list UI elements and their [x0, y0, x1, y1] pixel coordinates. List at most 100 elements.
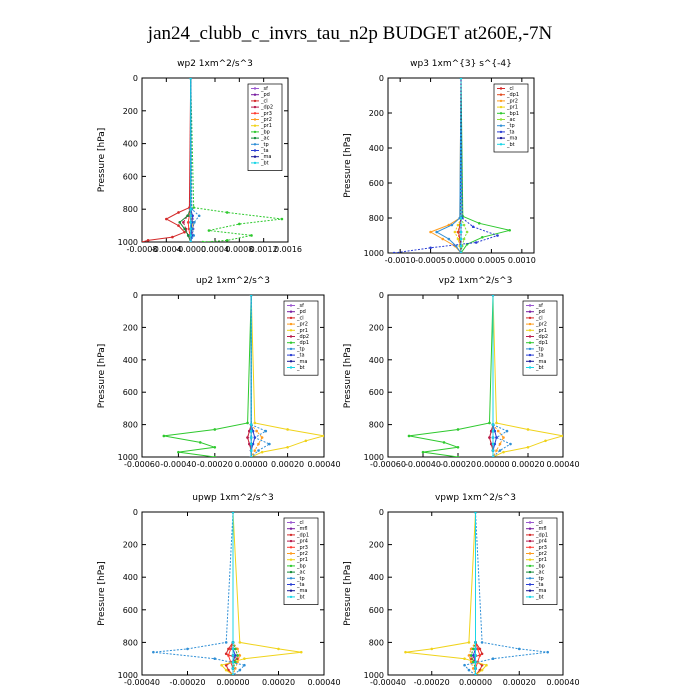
y-tick-label: 800 — [369, 638, 384, 647]
legend-marker — [253, 118, 257, 121]
x-tick-label: -0.00060 — [124, 460, 160, 469]
legend: _sf_pd_cl_dp2_pr3_pr2_pr1_bp_ac_tp_ta_ma… — [247, 83, 283, 171]
series-point — [392, 251, 396, 253]
series-point — [508, 228, 511, 232]
legend-marker — [289, 304, 293, 307]
y-tick-label: 800 — [123, 205, 138, 214]
legend-label: _cl — [535, 520, 543, 526]
legend-marker — [528, 570, 532, 574]
legend-label: _pr3 — [260, 111, 272, 117]
series-point — [224, 652, 228, 656]
legend-marker — [253, 105, 257, 109]
figure-title: jan24_clubb_c_invrs_tau_n2p BUDGET at260… — [147, 23, 553, 44]
legend-label: _ac — [260, 136, 270, 142]
legend-marker — [528, 521, 532, 524]
series-point — [236, 654, 239, 657]
series-point — [146, 239, 150, 242]
series-point — [429, 246, 432, 250]
series-point — [186, 214, 189, 218]
x-tick-label: 0.00040 — [307, 460, 340, 469]
legend-marker — [289, 316, 293, 320]
y-tick-label: 600 — [369, 179, 384, 188]
legend-label: _tp — [260, 142, 269, 148]
legend-label: _pr3 — [535, 545, 547, 551]
series-point — [454, 244, 458, 248]
chart-panel-1: wp2 1xm^2/s^3 Pressure [hPa] 0 200 400 600 800… — [97, 59, 302, 254]
series-point — [233, 667, 237, 670]
y-axis-label: Pressure [hPa] — [343, 344, 353, 409]
legend-label: _ta — [260, 148, 269, 154]
y-axis-label: Pressure [hPa] — [97, 561, 107, 626]
series-point — [421, 450, 425, 454]
series-point — [496, 234, 499, 237]
series-point — [450, 223, 454, 227]
series-point — [299, 650, 303, 654]
series-point — [165, 217, 168, 221]
series-point — [233, 654, 237, 657]
y-tick-label: 1000 — [364, 249, 384, 258]
series-point — [183, 230, 186, 234]
series-group — [142, 78, 284, 242]
legend-box — [522, 300, 558, 376]
y-tick-label: 1000 — [118, 453, 138, 462]
x-tick-label: 0.00000 — [216, 678, 249, 687]
y-axis-label: Pressure [hPa] — [97, 128, 107, 193]
panel-title: upwp 1xm^2/s^3 — [192, 493, 273, 503]
legend-label: _pr1 — [296, 557, 308, 563]
legend-marker — [528, 366, 532, 369]
legend-label: _dp1 — [535, 532, 548, 538]
series-group — [162, 295, 324, 457]
legend-marker — [499, 87, 503, 90]
series-point — [286, 428, 289, 431]
legend-label: _bt — [535, 594, 544, 600]
series-point — [178, 221, 182, 224]
series-point — [478, 654, 482, 657]
legend: _sf_pd_cl_pr2_pr1_dp2_dp1_tp_ta_ma_bt — [283, 300, 319, 376]
legend-marker — [253, 112, 257, 115]
legend-marker — [499, 130, 503, 134]
series-point — [474, 667, 477, 670]
legend-label: _pd — [535, 309, 545, 315]
legend-label: _pr2 — [535, 551, 547, 557]
legend-label: _bp — [535, 563, 545, 569]
x-tick-label: 0.00040 — [546, 460, 579, 469]
legend-label: _pr1 — [535, 328, 547, 334]
plot-frame — [141, 294, 325, 458]
series-point — [177, 450, 180, 454]
x-tick-label: 0.0010 — [508, 256, 536, 265]
series-point — [213, 445, 217, 449]
series-point — [249, 449, 253, 452]
series-point — [229, 647, 233, 651]
series-point — [485, 663, 488, 667]
legend-label: _bt — [296, 365, 305, 371]
legend-marker — [528, 353, 532, 357]
x-tick-label: 0.0008 — [225, 245, 253, 254]
series-point — [435, 230, 438, 234]
x-tick-label: 0.00020 — [511, 460, 544, 469]
series-point — [238, 222, 241, 226]
series-point — [304, 439, 308, 443]
y-tick-label: 0 — [133, 508, 138, 517]
series-point — [231, 641, 235, 644]
legend-label: _bt — [260, 160, 269, 166]
series-point — [491, 455, 495, 457]
series-point — [495, 421, 498, 425]
legend-label: _sf — [296, 303, 304, 309]
legend-label: _bp — [260, 129, 270, 135]
series-point — [257, 442, 260, 446]
legend-marker — [289, 335, 293, 338]
series-point — [231, 660, 235, 664]
series-point — [191, 214, 194, 218]
series-point — [207, 229, 211, 232]
x-tick-label: -0.0004 — [151, 245, 182, 254]
x-tick-label: -0.00040 — [405, 460, 441, 469]
legend-marker — [499, 118, 503, 121]
series-point — [459, 244, 463, 248]
legend-marker — [289, 521, 293, 524]
series-point — [467, 654, 471, 657]
legend-marker — [289, 595, 293, 599]
y-tick-label: 0 — [379, 74, 384, 83]
legend-marker — [528, 552, 532, 555]
series-point — [220, 663, 223, 667]
legend-marker — [528, 304, 532, 307]
